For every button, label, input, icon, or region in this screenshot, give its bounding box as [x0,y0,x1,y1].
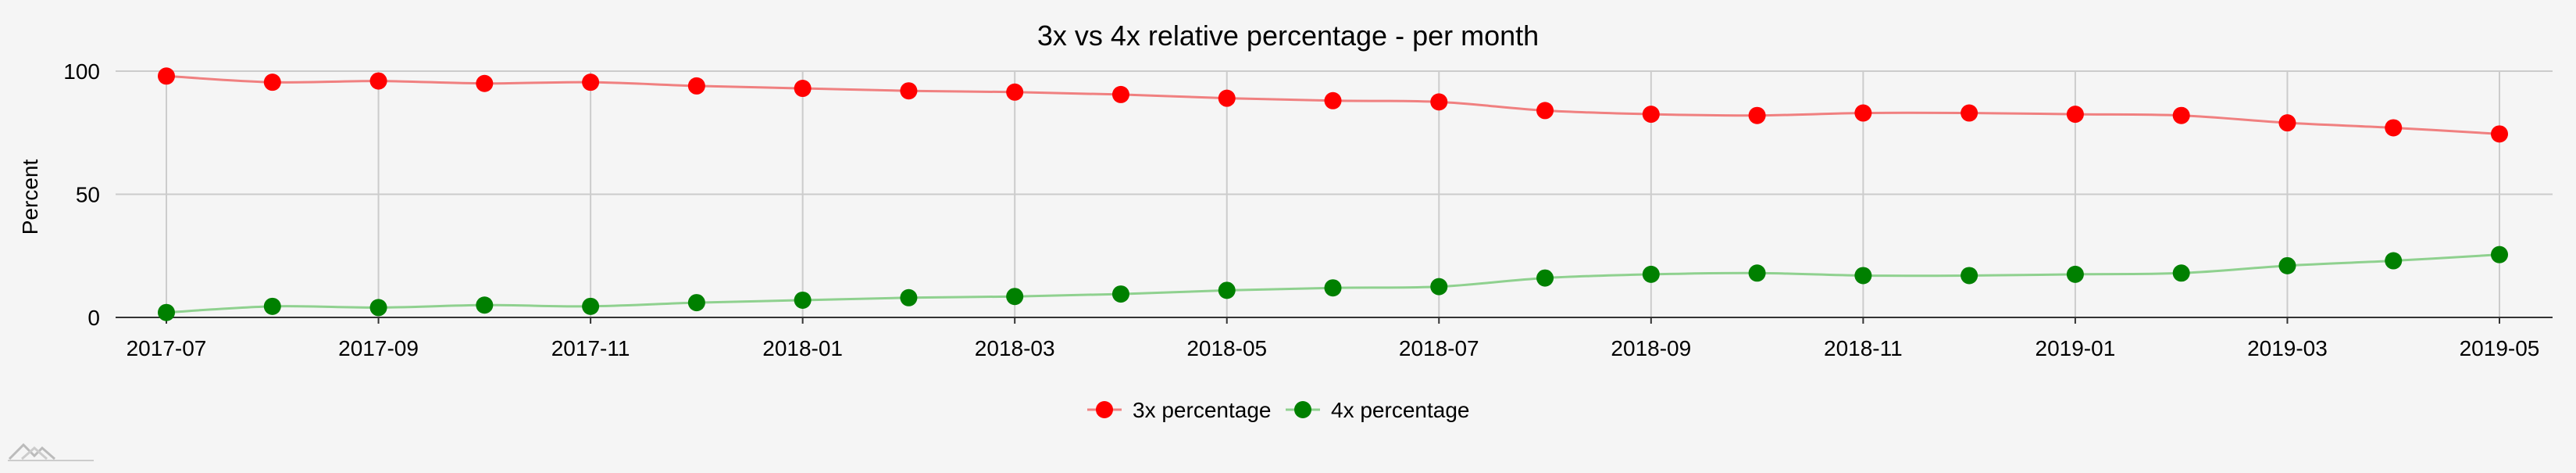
data-point-3x-percentage[interactable] [1748,106,1766,124]
data-point-4x-percentage[interactable] [794,291,812,309]
x-tick-label: 2017-07 [127,336,207,360]
data-point-3x-percentage[interactable] [369,72,387,90]
data-point-3x-percentage[interactable] [1324,91,1342,109]
x-tick-label: 2019-03 [2247,336,2328,360]
data-point-4x-percentage[interactable] [687,294,705,312]
data-point-4x-percentage[interactable] [476,296,494,314]
data-point-3x-percentage[interactable] [1430,93,1448,111]
data-point-4x-percentage[interactable] [1748,264,1766,282]
legend-swatch-dot [1096,401,1113,418]
data-point-3x-percentage[interactable] [2172,106,2190,124]
legend[interactable]: 3x percentage 4x percentage [1087,398,1469,422]
legend-swatch-dot [1294,401,1311,418]
x-tick-label: 2018-11 [1824,336,1903,360]
data-point-4x-percentage[interactable] [2491,245,2508,263]
data-point-4x-percentage[interactable] [1218,281,1236,299]
legend-label: 3x percentage [1133,398,1271,422]
data-point-4x-percentage[interactable] [582,297,600,315]
data-point-3x-percentage[interactable] [900,82,918,100]
data-point-3x-percentage[interactable] [1961,104,1978,122]
axes: 0 50 100 2017-07 2017-09 2017-11 2018-01 2018-0… [63,59,2553,360]
legend-label: 4x percentage [1331,398,1469,422]
data-point-3x-percentage[interactable] [2385,119,2403,137]
data-point-4x-percentage[interactable] [158,303,175,321]
data-point-3x-percentage[interactable] [687,77,705,95]
data-point-4x-percentage[interactable] [1006,288,1024,306]
legend-item-4x-percentage[interactable]: 4x percentage [1286,398,1469,422]
data-point-4x-percentage[interactable] [2385,252,2403,270]
chart-title: 3x vs 4x relative percentage - per month [1037,20,1539,52]
legend-item-3x-percentage[interactable]: 3x percentage [1087,398,1271,422]
data-point-3x-percentage[interactable] [2066,106,2084,124]
y-axis-label: Percent [18,159,42,235]
data-point-3x-percentage[interactable] [1218,89,1236,107]
data-point-4x-percentage[interactable] [1324,279,1342,297]
y-tick-label: 50 [76,183,100,207]
x-tick-label: 2018-09 [1611,336,1691,360]
data-point-3x-percentage[interactable] [582,73,600,91]
data-point-3x-percentage[interactable] [476,74,494,92]
data-point-4x-percentage[interactable] [900,288,918,306]
data-point-4x-percentage[interactable] [2066,265,2084,283]
data-point-3x-percentage[interactable] [794,80,812,98]
x-tick-label: 2019-01 [2035,336,2116,360]
x-tick-label: 2018-05 [1186,336,1267,360]
y-tick-label: 100 [63,59,100,84]
data-point-4x-percentage[interactable] [263,297,281,315]
x-tick-label: 2018-01 [762,336,843,360]
data-point-3x-percentage[interactable] [158,67,175,85]
x-tick-label: 2019-05 [2460,336,2540,360]
data-point-3x-percentage[interactable] [1006,83,1024,101]
data-point-3x-percentage[interactable] [1536,102,1554,120]
data-point-3x-percentage[interactable] [263,73,281,91]
data-points [158,67,2508,321]
y-tick-label: 0 [87,306,100,330]
x-tick-label: 2017-11 [551,336,630,360]
data-point-3x-percentage[interactable] [2278,114,2296,132]
data-point-4x-percentage[interactable] [1854,267,1872,285]
data-point-3x-percentage[interactable] [1111,85,1129,103]
data-point-4x-percentage[interactable] [1536,269,1554,287]
data-point-3x-percentage[interactable] [1854,104,1872,122]
data-point-4x-percentage[interactable] [1961,267,1978,285]
data-point-4x-percentage[interactable] [2278,256,2296,274]
data-point-4x-percentage[interactable] [369,299,387,317]
data-point-4x-percentage[interactable] [1642,265,1660,283]
data-point-3x-percentage[interactable] [1642,106,1660,124]
data-point-4x-percentage[interactable] [2172,264,2190,282]
data-point-4x-percentage[interactable] [1111,285,1129,303]
logo-icon [8,443,94,461]
data-point-4x-percentage[interactable] [1430,278,1448,296]
data-point-3x-percentage[interactable] [2491,125,2508,143]
x-tick-label: 2018-07 [1399,336,1479,360]
x-tick-label: 2018-03 [975,336,1055,360]
x-tick-label: 2017-09 [338,336,419,360]
